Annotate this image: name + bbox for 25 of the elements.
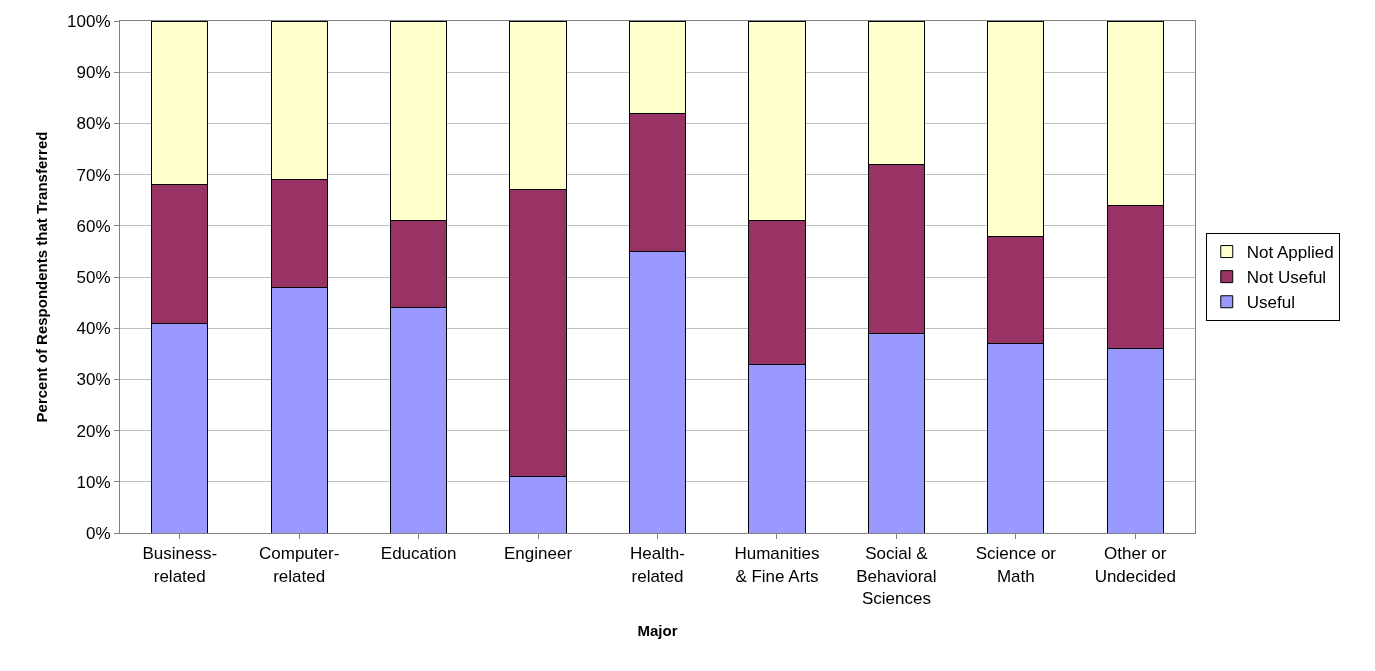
y-tick-label: 70% — [76, 165, 111, 185]
x-tick-label: Business- related — [142, 544, 218, 586]
x-tick-label: Computer- related — [259, 544, 340, 586]
legend-label: Useful — [1246, 293, 1295, 313]
y-tick-label: 90% — [76, 63, 111, 83]
y-tick-label: 60% — [76, 216, 111, 236]
y-tick-label: 10% — [76, 472, 111, 492]
x-tick-label: Education — [380, 544, 457, 564]
y-tick-label: 40% — [76, 319, 111, 339]
x-tick-label: Social & Behavioral Sciences — [856, 544, 937, 608]
y-tick-label: 80% — [76, 114, 111, 134]
x-tick-label: Humanities & Fine Arts — [734, 544, 820, 586]
y-tick-label: 50% — [76, 267, 111, 287]
legend-label: Not Useful — [1246, 268, 1327, 288]
y-axis-title: Percent of Respondents that Transferred — [33, 131, 51, 423]
x-axis-title: Major — [637, 621, 678, 639]
x-tick-label: Engineer — [504, 544, 573, 564]
y-tick-label: 100% — [67, 11, 111, 31]
x-tick-label: Health- related — [630, 544, 685, 586]
y-tick-label: 30% — [76, 370, 111, 390]
y-tick-label: 0% — [86, 523, 111, 543]
y-tick-label: 20% — [76, 421, 111, 441]
x-tick-label: Science or Math — [975, 544, 1057, 586]
legend-label: Not Applied — [1246, 243, 1334, 263]
x-tick-label: Other or Undecided — [1094, 544, 1176, 586]
